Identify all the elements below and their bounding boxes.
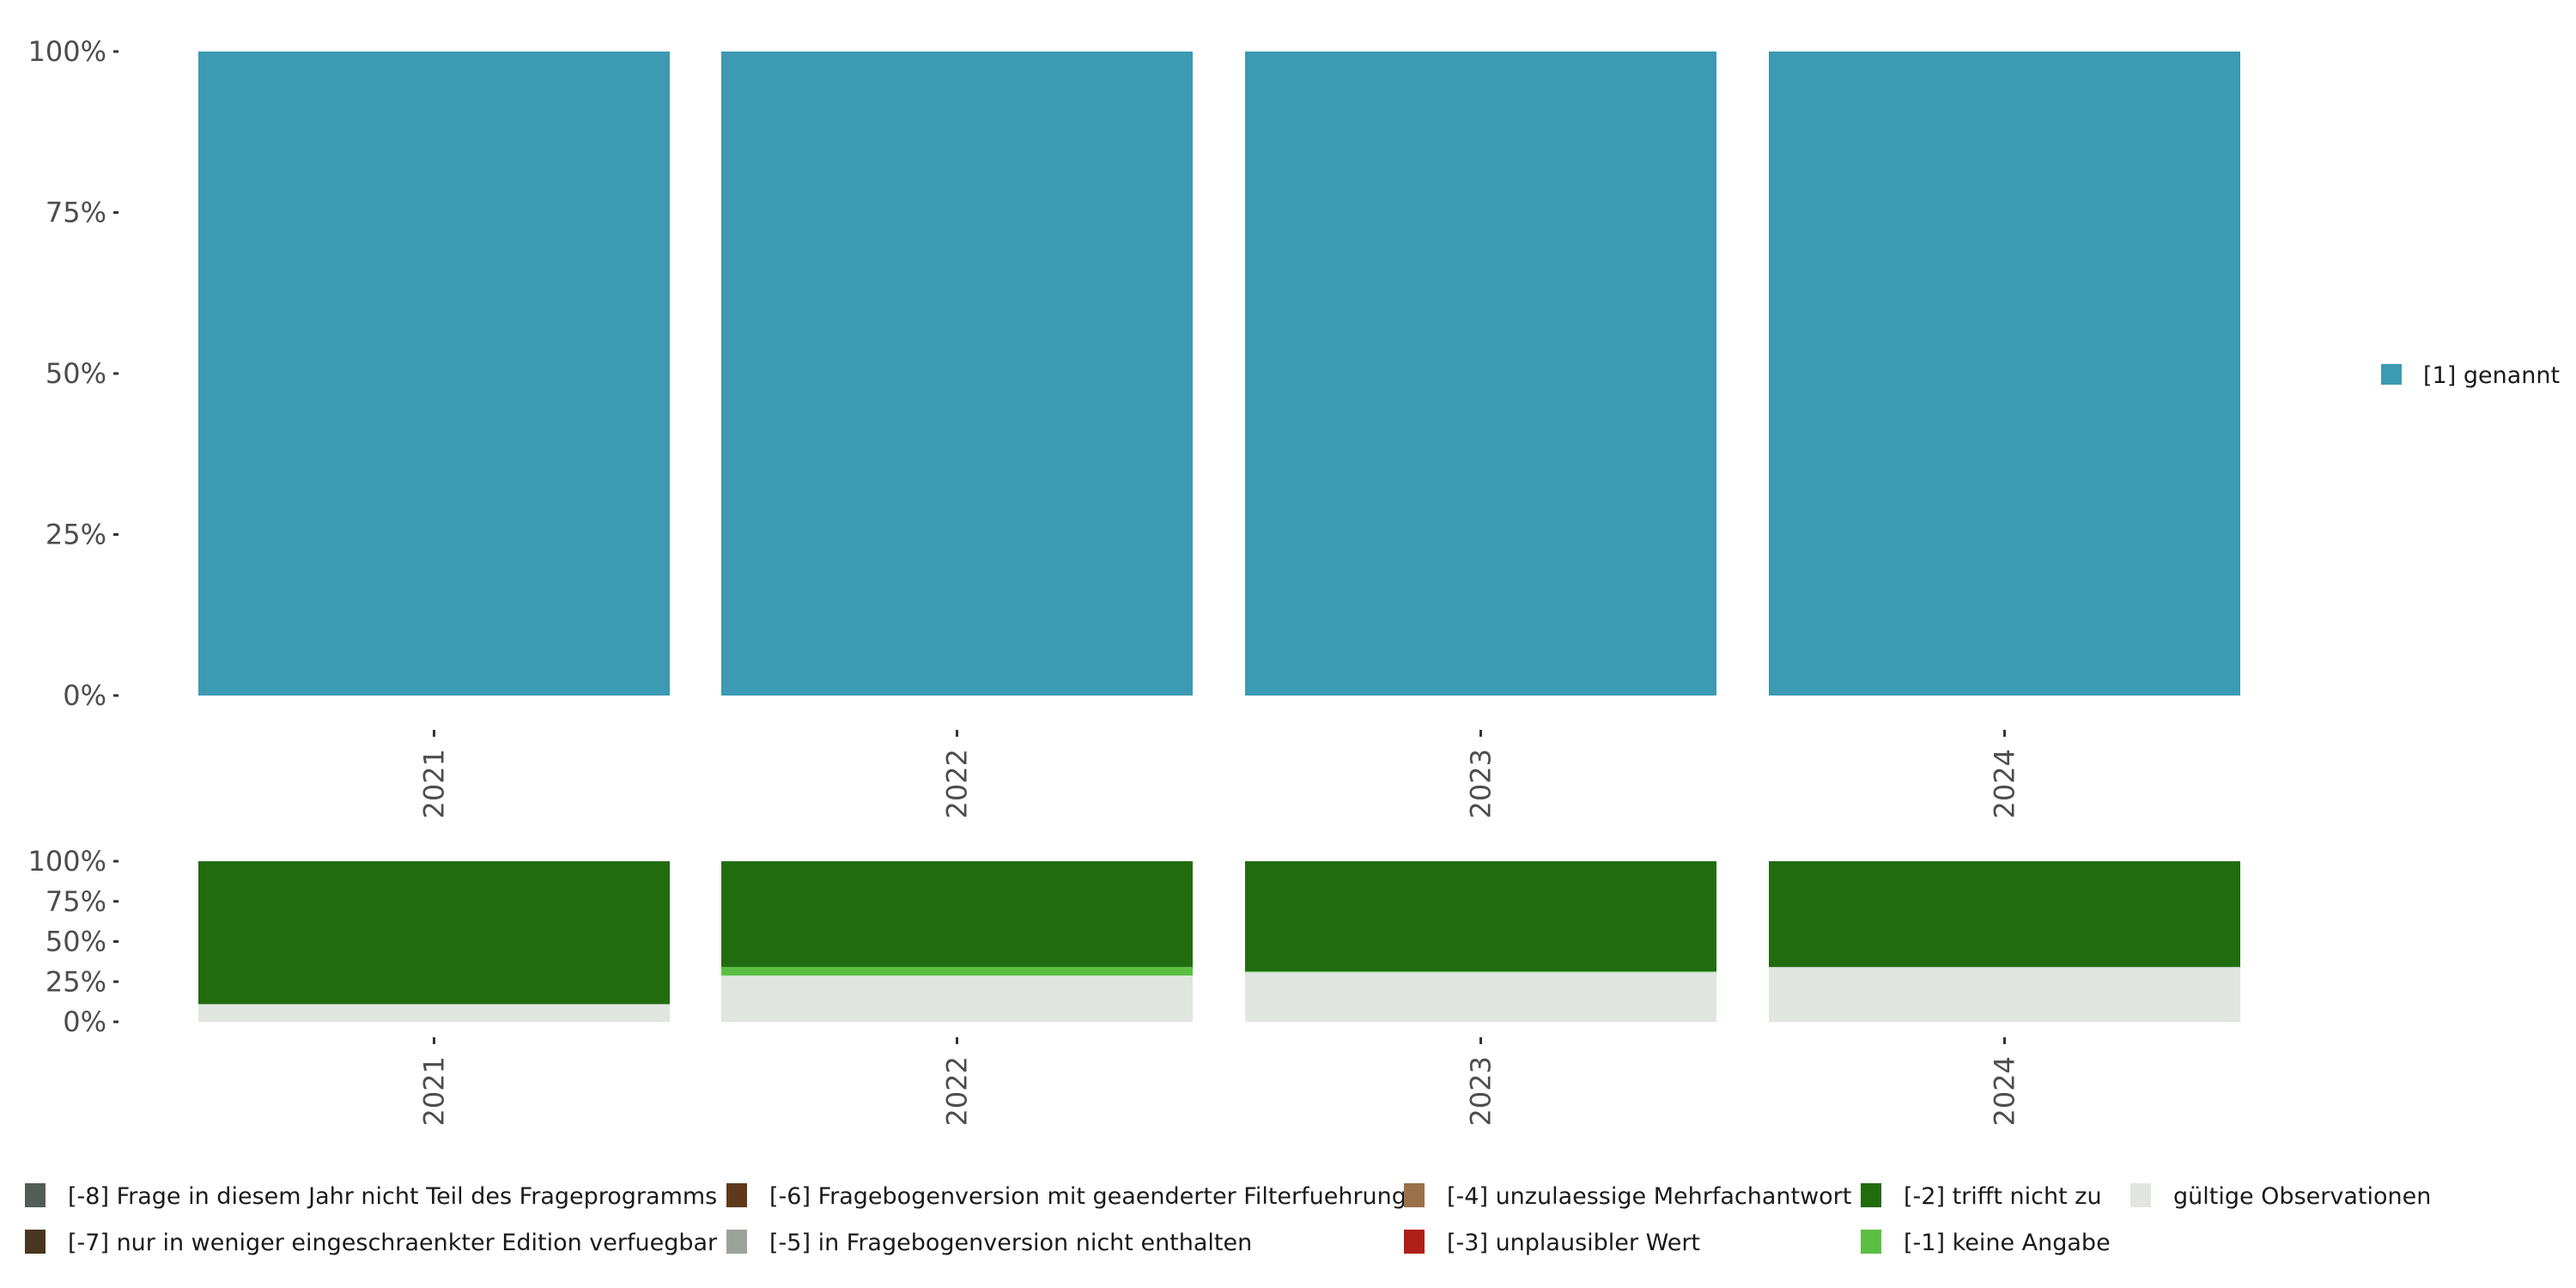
legend-label: [1] genannt (2423, 362, 2560, 389)
bar-segment (1769, 52, 2240, 696)
x-tick-label: 2023 (1465, 1056, 1498, 1126)
x-tick-label: 2021 (418, 749, 451, 818)
y-tick-label: 50% (46, 926, 106, 958)
y-tick-label: 0% (63, 1005, 106, 1038)
bar-segment (1769, 861, 2240, 968)
legend-key (726, 1230, 747, 1254)
bar-segment (1245, 971, 1716, 973)
bar-segment (198, 861, 670, 1005)
legend-label: [-5] in Fragebogenversion nicht enthalte… (769, 1230, 1252, 1256)
legend-key (1404, 1230, 1425, 1254)
legend-key (726, 1183, 747, 1207)
legend-key (25, 1230, 46, 1254)
legend-right: [1] genannt (2381, 362, 2560, 389)
legend-label: [-8] Frage in diesem Jahr nicht Teil des… (68, 1183, 717, 1210)
bar-segment (198, 52, 670, 696)
y-tick-label: 50% (46, 357, 106, 390)
legend-bottom: [-8] Frage in diesem Jahr nicht Teil des… (25, 1183, 2431, 1256)
y-tick-label: 100% (28, 845, 106, 878)
top-panel: 0% 25% 50% 75% 100% 2021 2022 2023 2024 (28, 35, 2240, 818)
legend-label: [-6] Fragebogenversion mit geaenderter F… (769, 1183, 1406, 1210)
y-tick-label: 25% (46, 965, 106, 998)
y-tick-label: 75% (46, 885, 106, 918)
y-tick-label: 25% (46, 519, 106, 551)
bar-segment (1245, 972, 1716, 1022)
y-tick-label: 0% (63, 679, 106, 712)
legend-key (2130, 1183, 2151, 1207)
x-tick-label: 2021 (418, 1056, 451, 1126)
x-tick-label: 2022 (941, 1056, 974, 1126)
legend-key (1861, 1183, 1881, 1207)
x-tick-label: 2022 (941, 749, 974, 818)
x-tick-label: 2024 (1989, 1056, 2021, 1126)
y-tick-label: 100% (28, 35, 106, 68)
bar-segment (721, 975, 1193, 1022)
legend-label: [-7] nur in weniger eingeschraenkter Edi… (68, 1230, 718, 1256)
legend-label: [-2] trifft nicht zu (1904, 1183, 2102, 1210)
x-tick-label: 2024 (1989, 749, 2021, 818)
legend-key (1861, 1230, 1881, 1254)
legend-label: [-4] unzulaessige Mehrfachantwort (1447, 1183, 1851, 1210)
bar-segment (198, 1004, 670, 1022)
bar-segment (721, 52, 1193, 696)
bottom-panel: 0% 25% 50% 75% 100% 2021 2022 2023 2024 (28, 845, 2240, 1126)
legend-label: [-3] unplausibler Wert (1447, 1230, 1700, 1256)
bar-segment (721, 861, 1193, 968)
legend-label: [-1] keine Angabe (1904, 1230, 2111, 1256)
bar-segment (721, 967, 1193, 976)
bar-segment (1245, 52, 1716, 696)
legend-label: gültige Observationen (2173, 1183, 2431, 1210)
legend-key (1404, 1183, 1425, 1207)
bar-segment (1769, 967, 2240, 1022)
y-tick-label: 75% (46, 197, 106, 229)
legend-key (2381, 364, 2402, 385)
legend-key (25, 1183, 46, 1207)
x-tick-label: 2023 (1465, 749, 1498, 818)
bar-segment (1245, 861, 1716, 972)
